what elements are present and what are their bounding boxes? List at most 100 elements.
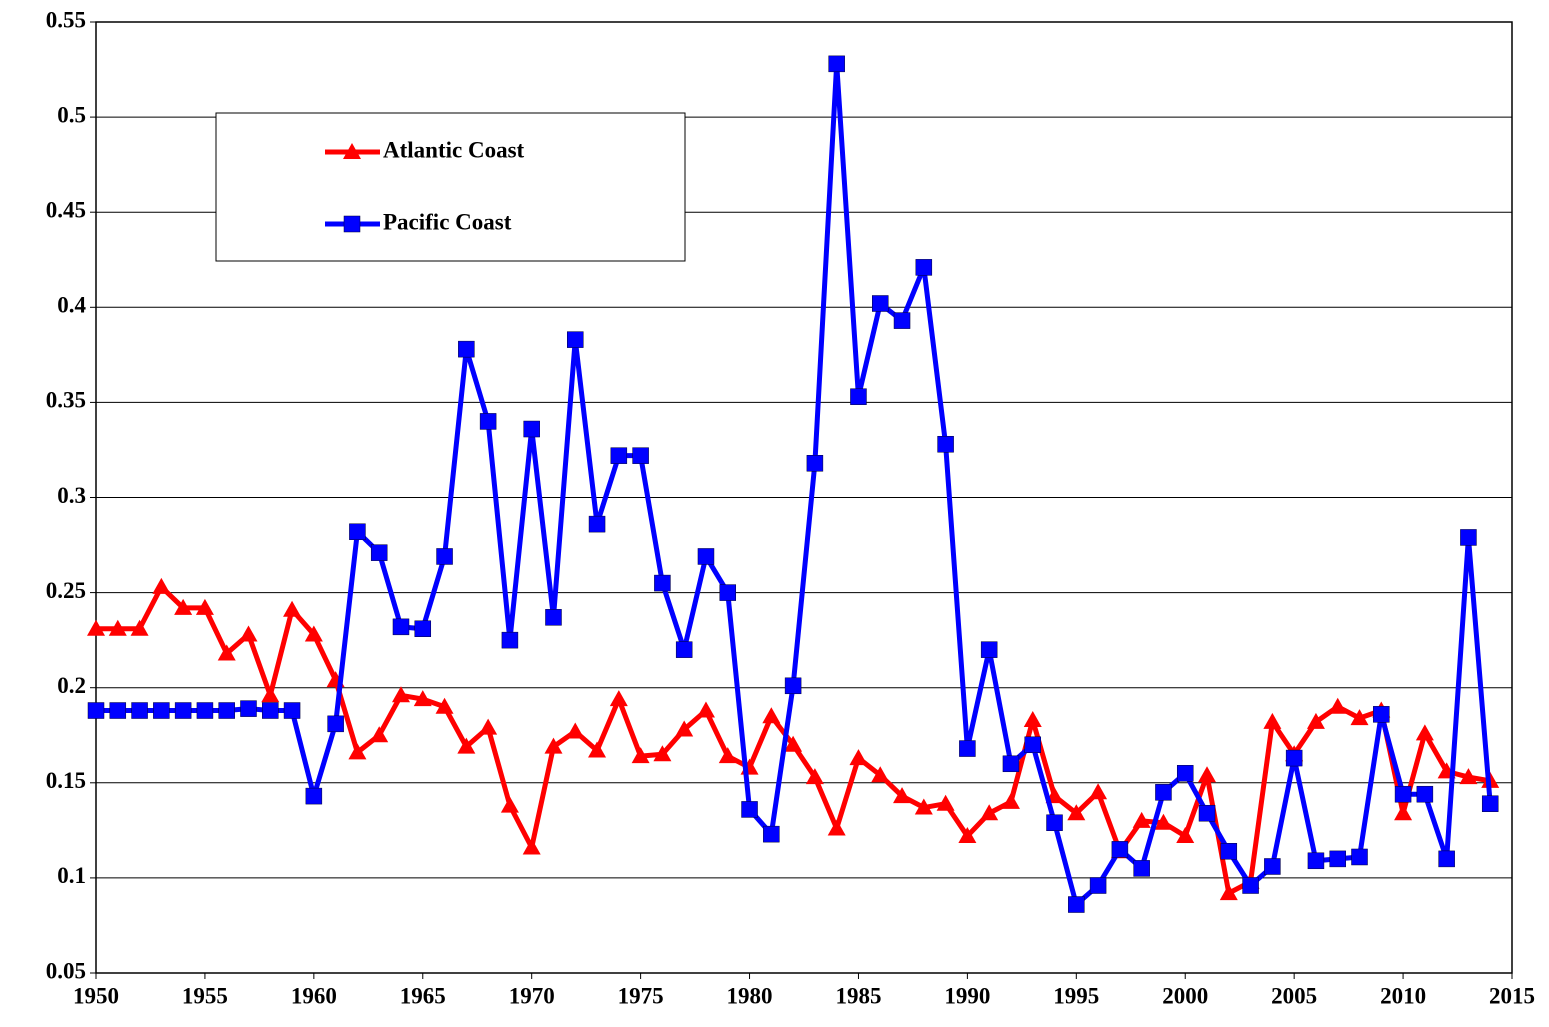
y-tick-label: 0.25 [46, 578, 86, 603]
marker [1198, 804, 1216, 822]
marker [1306, 712, 1325, 729]
marker [435, 697, 454, 714]
marker [1024, 736, 1041, 754]
marker [915, 259, 933, 276]
marker [174, 702, 192, 719]
marker [1263, 712, 1282, 729]
marker [871, 766, 890, 783]
marker [1198, 766, 1217, 783]
x-tick-label: 1995 [1053, 983, 1099, 1008]
marker [458, 340, 475, 358]
x-tick-label: 2015 [1489, 983, 1535, 1008]
marker [1460, 529, 1477, 546]
marker [1350, 709, 1369, 726]
marker [262, 702, 279, 719]
marker [109, 702, 127, 719]
marker [937, 435, 954, 453]
marker [523, 420, 540, 438]
marker [1132, 811, 1151, 828]
marker [1328, 697, 1347, 714]
marker [1089, 783, 1108, 800]
marker [631, 747, 650, 764]
x-tick-label: 1980 [727, 983, 773, 1008]
marker [196, 702, 214, 719]
marker [1415, 724, 1434, 741]
marker [130, 619, 149, 636]
marker [1155, 784, 1172, 801]
marker [436, 548, 453, 565]
marker [1176, 765, 1194, 782]
x-tick-label: 1985 [835, 983, 881, 1008]
marker [545, 609, 562, 626]
marker [697, 548, 715, 565]
marker [261, 686, 280, 703]
marker [174, 598, 193, 615]
y-tick-label: 0.2 [57, 673, 86, 698]
marker [1394, 804, 1413, 821]
marker [500, 796, 519, 813]
marker [588, 515, 606, 533]
marker [609, 690, 628, 707]
marker [828, 55, 845, 73]
marker [349, 523, 366, 540]
marker [1329, 850, 1346, 868]
marker [1067, 804, 1086, 821]
marker [980, 641, 998, 658]
marker [1089, 877, 1107, 894]
marker [1068, 896, 1085, 913]
marker [348, 743, 367, 760]
marker [1023, 711, 1042, 728]
y-tick-label: 0.1 [57, 863, 86, 888]
x-tick-label: 1950 [73, 983, 119, 1008]
marker [654, 574, 671, 592]
plot-frame [95, 21, 1513, 974]
legend-label: Pacific Coast [383, 209, 512, 234]
x-tick-label: 1960 [291, 983, 337, 1008]
x-tick-label: 1975 [618, 983, 664, 1008]
marker [283, 600, 302, 617]
marker [610, 447, 628, 464]
marker [414, 620, 432, 637]
marker [1219, 884, 1238, 901]
marker [370, 544, 388, 561]
y-tick-label: 0.05 [46, 958, 86, 983]
x-tick-label: 1955 [182, 983, 228, 1008]
marker [370, 726, 389, 743]
marker [805, 768, 824, 785]
marker [1459, 768, 1478, 785]
y-tick-label: 0.55 [46, 7, 86, 32]
marker [1481, 795, 1499, 812]
marker [1351, 848, 1368, 866]
x-tick-label: 2000 [1162, 983, 1208, 1008]
marker [936, 794, 955, 811]
marker [195, 598, 214, 615]
marker [1242, 877, 1259, 894]
marker [567, 331, 584, 348]
marker [283, 702, 301, 719]
marker [479, 718, 498, 735]
marker [131, 702, 148, 719]
marker [218, 702, 235, 719]
marker [108, 619, 127, 636]
marker [850, 388, 867, 405]
x-tick-label: 2010 [1380, 983, 1426, 1008]
marker [763, 825, 780, 843]
marker [784, 677, 802, 695]
marker [343, 215, 361, 233]
marker [522, 838, 541, 855]
marker [544, 737, 563, 754]
marker [1001, 792, 1020, 809]
marker [914, 798, 933, 815]
marker [675, 641, 693, 658]
marker [718, 747, 737, 764]
marker [893, 787, 912, 804]
marker [304, 625, 323, 642]
x-tick-label: 2005 [1271, 983, 1317, 1008]
marker [653, 745, 672, 762]
legend-label: Atlantic Coast [383, 137, 525, 162]
marker [762, 707, 781, 724]
marker [217, 644, 236, 661]
marker [1264, 858, 1281, 875]
marker [391, 686, 410, 703]
marker [87, 619, 105, 636]
